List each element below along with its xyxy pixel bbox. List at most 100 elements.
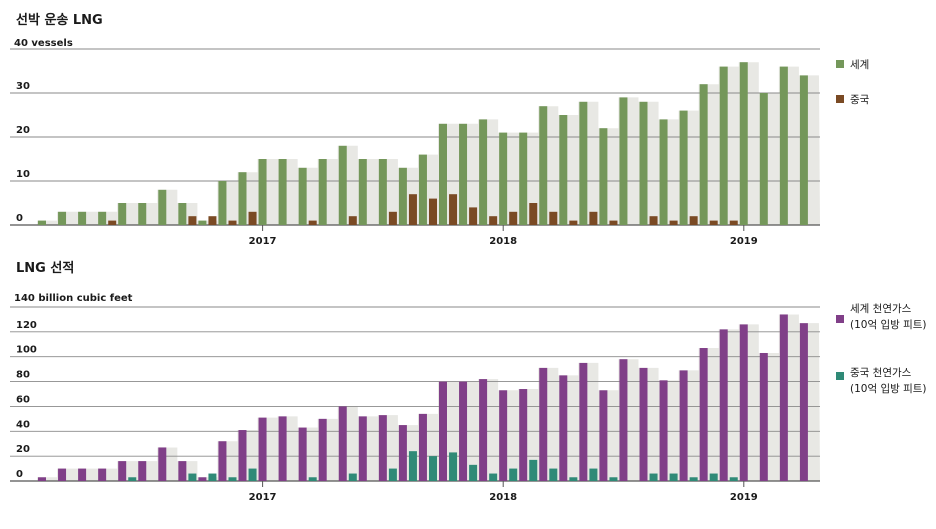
bottom-bar-china xyxy=(128,477,137,481)
bottom-bar-china xyxy=(589,468,598,481)
top-bar-world xyxy=(459,123,468,225)
top-bar-china xyxy=(489,216,498,225)
bottom-bar-china xyxy=(689,477,698,481)
bottom-bar-world xyxy=(158,447,167,481)
bottom-bar-world xyxy=(779,314,788,481)
top-bar-world xyxy=(599,128,608,225)
top-bar-world xyxy=(358,159,367,225)
bottom-y-tick-label: 120 xyxy=(16,320,37,331)
top-bar-world xyxy=(258,159,267,225)
bottom-bar-world xyxy=(58,468,67,481)
top-bar-world xyxy=(639,101,648,225)
bottom-bar-world xyxy=(318,418,327,481)
top-bar-world xyxy=(298,167,307,225)
top-bar-world xyxy=(38,220,46,225)
bottom-bar-china xyxy=(669,473,678,481)
bottom-bar-world xyxy=(178,461,187,481)
bottom-bar-china xyxy=(549,468,558,481)
legend-swatch-world xyxy=(836,60,844,68)
bottom-bar-world xyxy=(639,367,648,481)
top-bar-world xyxy=(178,203,187,225)
top-y-tick-label: 20 xyxy=(16,125,30,136)
top-bar-china xyxy=(308,220,317,225)
bottom-chart: LNG 선적 140 billion cubic feet 120 100 80 60… xyxy=(10,260,927,503)
bottom-bar-world xyxy=(38,477,46,481)
bottom-bar-china xyxy=(188,473,197,481)
bottom-bar-world xyxy=(218,441,227,481)
top-chart-y-ticks: 30 20 10 0 xyxy=(16,81,30,224)
bottom-bar-china xyxy=(729,477,738,481)
bottom-bar-world xyxy=(338,406,347,481)
top-bar-world xyxy=(519,132,528,225)
bottom-chart-x-ticks: 2017 2018 2019 xyxy=(249,481,758,503)
top-bar-china xyxy=(689,216,698,225)
bottom-bar-world xyxy=(198,477,207,481)
legend-label-china: 중국 xyxy=(850,94,870,106)
top-bar-china xyxy=(569,220,578,225)
bottom-bar-china xyxy=(208,473,217,481)
bottom-bar-china xyxy=(609,477,618,481)
bottom-bar-china xyxy=(469,464,478,481)
bottom-bar-world xyxy=(398,425,407,481)
top-y-tick-label: 30 xyxy=(16,81,30,92)
top-bar-world xyxy=(398,167,407,225)
top-bar-china xyxy=(248,211,257,225)
bottom-bar-world xyxy=(679,370,688,481)
bottom-chart-title: LNG 선적 xyxy=(16,260,74,276)
legend-label-world-gas-line1: 세계 천연가스 xyxy=(850,303,912,315)
bottom-bar-world xyxy=(459,381,468,481)
bottom-chart-bars xyxy=(38,314,808,481)
bottom-bar-china xyxy=(388,468,397,481)
legend-label-china-gas-line2: (10억 입방 피트) xyxy=(850,382,927,395)
bottom-bar-world xyxy=(519,389,528,481)
legend-label-china-gas-line1: 중국 천연가스 xyxy=(850,367,912,379)
bottom-bar-world xyxy=(138,461,147,481)
bottom-bar-world xyxy=(479,379,488,481)
bottom-bar-world xyxy=(358,416,367,481)
top-bar-china xyxy=(449,194,458,225)
bottom-bar-world xyxy=(78,468,87,481)
top-y-tick-label: 0 xyxy=(16,213,23,224)
top-bar-world xyxy=(318,159,327,225)
bottom-y-tick-label: 0 xyxy=(16,469,23,480)
top-bar-china xyxy=(108,220,117,225)
top-chart-unit-label: 40 vessels xyxy=(14,38,73,49)
top-bar-world xyxy=(479,119,488,225)
bottom-bar-world xyxy=(439,381,447,481)
bottom-bar-world xyxy=(118,461,127,481)
top-bar-china xyxy=(388,211,397,225)
top-y-tick-label: 10 xyxy=(16,169,30,180)
top-bar-china xyxy=(669,220,678,225)
legend-label-world: 세계 xyxy=(850,59,869,71)
bottom-bar-china xyxy=(408,451,417,481)
legend-swatch-china xyxy=(836,95,844,103)
legend-label-world-gas-line2: (10억 입방 피트) xyxy=(850,318,927,331)
top-bar-china xyxy=(729,220,738,225)
top-chart-bars xyxy=(38,62,808,226)
top-bar-china xyxy=(609,220,618,225)
bottom-bar-world xyxy=(579,362,588,481)
bottom-y-tick-label: 40 xyxy=(16,419,30,430)
bottom-x-tick-label: 2017 xyxy=(249,492,277,503)
bottom-bar-china xyxy=(308,477,317,481)
top-bar-world xyxy=(138,203,147,225)
bottom-bar-china xyxy=(529,459,538,481)
top-bar-world xyxy=(418,154,427,225)
bottom-bar-china xyxy=(228,477,237,481)
bottom-chart-y-ticks: 120 100 80 60 40 20 0 xyxy=(16,320,37,480)
bottom-bar-world xyxy=(739,324,748,481)
bottom-bar-world xyxy=(298,427,307,481)
bottom-bar-china xyxy=(449,452,458,481)
top-x-tick-label: 2018 xyxy=(489,236,517,247)
top-bar-china xyxy=(469,207,478,225)
top-bar-world xyxy=(238,172,247,225)
top-bar-china xyxy=(709,220,718,225)
bottom-bar-world xyxy=(599,390,608,481)
top-bar-world xyxy=(98,211,107,225)
top-bar-world xyxy=(619,97,628,225)
top-bar-china xyxy=(649,216,658,225)
top-chart-title: 선박 운송 LNG xyxy=(16,12,103,28)
bottom-bar-china xyxy=(709,473,718,481)
legend-swatch-world-gas xyxy=(836,315,844,323)
